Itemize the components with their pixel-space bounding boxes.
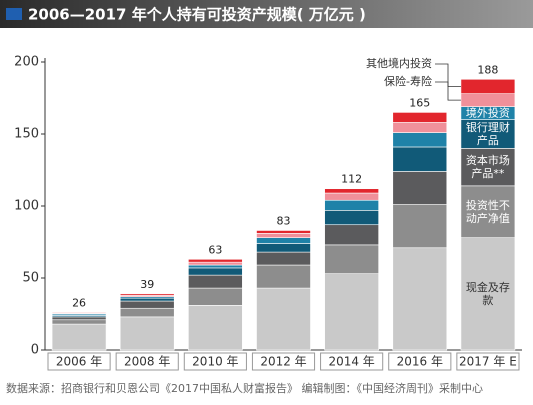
- y-tick-label: 50: [22, 271, 39, 286]
- x-tick-label: 2010 年: [192, 355, 238, 369]
- category-box: [320, 352, 384, 371]
- bar-segment: [256, 264, 311, 289]
- title-icon: [6, 8, 22, 20]
- chart-title: 2006—2017 年个人持有可投资产规模( 万亿元 ): [28, 6, 366, 24]
- x-tick-label: 2017 年 E: [459, 355, 517, 369]
- bar-segment: [119, 297, 175, 302]
- bar-segment: [119, 300, 175, 309]
- bar-segment: [256, 233, 311, 238]
- bar-segment: [392, 146, 448, 172]
- total-label: 83: [277, 214, 291, 227]
- bar-segment: [188, 267, 243, 276]
- bar-segment: [188, 261, 243, 266]
- bar-segment: [392, 112, 448, 123]
- y-tick-label: 150: [14, 127, 39, 142]
- bar-segment: [188, 274, 243, 289]
- bar-segment: [392, 132, 448, 148]
- legend-label: 境外投资: [465, 106, 510, 120]
- bar-segment: [460, 237, 516, 351]
- bar-segment: [119, 316, 175, 351]
- x-tick-label: 2014 年: [328, 355, 374, 369]
- bar-segment: [392, 171, 448, 205]
- leader-line: [435, 63, 461, 87]
- category-box: [251, 352, 316, 371]
- title-bar: [0, 0, 533, 28]
- total-label: 188: [477, 63, 498, 76]
- total-label: 165: [409, 96, 430, 109]
- bar-segment: [460, 185, 516, 238]
- y-tick-label: 0: [31, 343, 39, 358]
- bar-segment: [324, 192, 379, 201]
- category-box: [115, 352, 179, 371]
- bar-segment: [188, 264, 243, 269]
- bar-segment: [119, 293, 175, 296]
- bar-segment: [460, 78, 516, 94]
- source: 数据来源：招商银行和贝恩公司《2017中国私人财富报告》 编辑制图：《中国经济周…: [6, 381, 483, 395]
- legend-label: 银行理财产品: [465, 121, 510, 147]
- legend-label: 其他境内投资: [366, 56, 432, 70]
- total-label: 63: [208, 243, 222, 256]
- bar-segment: [392, 204, 448, 249]
- bar-segment: [256, 287, 311, 351]
- x-tick-label: 2006 年: [56, 355, 102, 369]
- category-box: [47, 352, 111, 371]
- category-box: [456, 352, 520, 371]
- bar-segment: [188, 287, 243, 306]
- bar-segment: [256, 243, 311, 253]
- bar-segment: [324, 199, 379, 211]
- bar-segment: [392, 247, 448, 351]
- total-label: 26: [72, 297, 86, 310]
- category-box: [183, 352, 247, 371]
- bar-segment: [324, 273, 379, 351]
- bar-segment: [51, 312, 107, 314]
- x-tick-label: 2012 年: [260, 355, 306, 369]
- bar-segment: [188, 258, 243, 263]
- legend-label: 保险-寿险: [384, 74, 432, 88]
- bar-segment: [256, 230, 311, 234]
- bar-segment: [51, 316, 107, 321]
- x-tick-label: 2016 年: [397, 355, 443, 369]
- y-tick-label: 200: [14, 55, 39, 70]
- category-box: [388, 352, 452, 371]
- bar-segment: [460, 93, 516, 107]
- legend-label: 投资性不动产净值: [465, 198, 510, 225]
- bar-segment: [256, 237, 311, 244]
- bar-segment: [324, 188, 379, 194]
- total-label: 112: [341, 173, 362, 186]
- leader-line: [435, 81, 461, 101]
- legend-label: 资本市场产品**: [465, 154, 510, 181]
- legend-label: 现金及存款: [465, 280, 510, 307]
- bar-segment: [324, 210, 379, 226]
- x-tick-label: 2008 年: [124, 355, 170, 369]
- bar-segment: [392, 122, 448, 133]
- bar-segment: [188, 305, 243, 351]
- bar-segment: [51, 319, 107, 325]
- bar-segment: [119, 307, 175, 318]
- bar-segment: [256, 251, 311, 266]
- total-label: 39: [140, 278, 154, 291]
- bar-segment: [460, 148, 516, 187]
- bar-segment: [324, 244, 379, 274]
- bar-segment: [324, 224, 379, 246]
- bar-segment: [51, 323, 107, 351]
- y-tick-label: 100: [14, 199, 39, 214]
